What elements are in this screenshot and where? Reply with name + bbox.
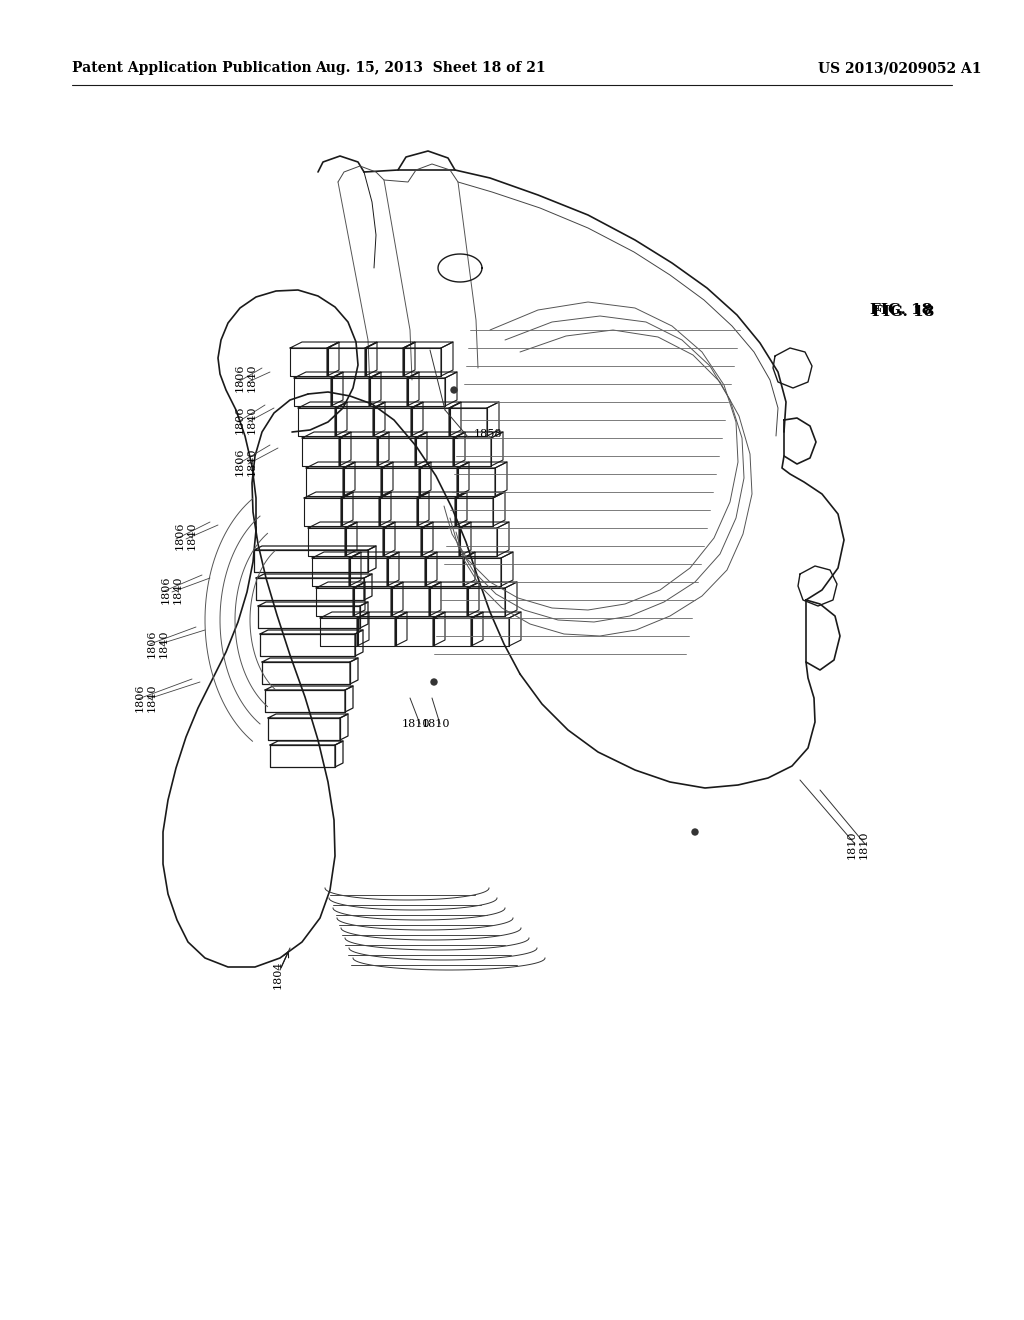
Text: FIG. 18: FIG. 18 xyxy=(872,305,934,319)
Text: 1840: 1840 xyxy=(247,405,257,434)
Text: 1806: 1806 xyxy=(147,630,157,659)
Text: 1840: 1840 xyxy=(173,576,183,605)
Text: 1858: 1858 xyxy=(474,429,503,440)
Text: 1840: 1840 xyxy=(247,447,257,477)
Text: 1806: 1806 xyxy=(234,364,245,392)
Text: 1806: 1806 xyxy=(234,447,245,477)
Circle shape xyxy=(692,829,698,836)
Text: Aug. 15, 2013  Sheet 18 of 21: Aug. 15, 2013 Sheet 18 of 21 xyxy=(314,61,546,75)
Text: 1810: 1810 xyxy=(401,719,430,729)
Text: 1840: 1840 xyxy=(159,630,169,659)
Text: 1806: 1806 xyxy=(234,405,245,434)
Circle shape xyxy=(451,387,457,393)
Text: 1810: 1810 xyxy=(847,830,857,859)
Text: 1810: 1810 xyxy=(422,719,451,729)
Text: Patent Application Publication: Patent Application Publication xyxy=(72,61,311,75)
Text: US 2013/0209052 A1: US 2013/0209052 A1 xyxy=(818,61,982,75)
Text: 1804: 1804 xyxy=(273,961,283,989)
Text: FIG. 18: FIG. 18 xyxy=(870,304,933,317)
Circle shape xyxy=(431,678,437,685)
Text: 1840: 1840 xyxy=(147,684,157,713)
Text: 1810: 1810 xyxy=(859,830,869,859)
Text: 1806: 1806 xyxy=(135,684,145,713)
Text: 1840: 1840 xyxy=(247,364,257,392)
Text: 1806: 1806 xyxy=(161,576,171,605)
Text: 1806: 1806 xyxy=(175,521,185,550)
Text: 1840: 1840 xyxy=(187,521,197,550)
